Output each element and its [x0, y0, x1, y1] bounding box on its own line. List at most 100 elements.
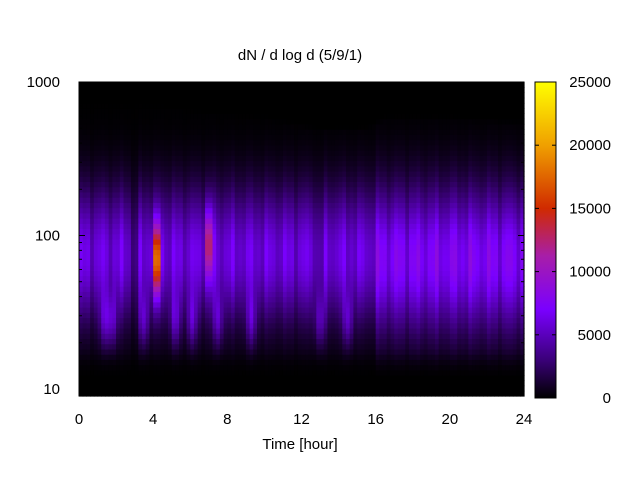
heatmap-cell — [193, 202, 199, 209]
heatmap-cell — [171, 369, 177, 376]
heatmap-cell — [82, 82, 88, 88]
heatmap-cell — [249, 369, 254, 376]
heatmap-cell — [153, 270, 158, 277]
heatmap-cell — [294, 239, 299, 245]
heatmap-cell — [323, 369, 329, 376]
heatmap-cell — [360, 139, 366, 146]
heatmap-cell — [164, 343, 169, 350]
heatmap-cell — [208, 139, 214, 146]
heatmap-cell — [320, 218, 325, 224]
heatmap-cell — [257, 301, 262, 308]
heatmap-cell — [364, 369, 369, 376]
heatmap-cell — [138, 270, 143, 277]
heatmap-cell — [101, 207, 106, 214]
heatmap-cell — [257, 207, 262, 214]
heatmap-cell — [119, 87, 125, 94]
heatmap-cell — [316, 239, 321, 245]
heatmap-cell — [112, 385, 117, 392]
heatmap-cell — [219, 296, 225, 303]
heatmap-cell — [160, 176, 165, 183]
heatmap-cell — [282, 113, 288, 120]
heatmap-cell — [297, 186, 303, 193]
heatmap-cell — [205, 108, 210, 114]
heatmap-cell — [342, 244, 347, 251]
heatmap-cell — [334, 259, 340, 266]
heatmap-cell — [342, 265, 347, 271]
heatmap-cell — [242, 129, 247, 135]
heatmap-cell — [90, 108, 95, 114]
heatmap-cell — [257, 212, 262, 219]
heatmap-cell — [249, 191, 254, 198]
heatmap-cell — [216, 207, 221, 214]
heatmap-cell — [108, 144, 113, 151]
heatmap-cell — [260, 354, 266, 360]
heatmap-cell — [238, 92, 243, 99]
heatmap-cell — [334, 286, 340, 292]
heatmap-cell — [201, 181, 206, 188]
heatmap-cell — [156, 191, 162, 198]
heatmap-cell — [368, 275, 373, 282]
heatmap-cell — [127, 244, 132, 251]
heatmap-cell — [245, 343, 251, 350]
heatmap-cell — [79, 354, 84, 360]
heatmap-cell — [219, 155, 225, 162]
heatmap-cell — [190, 359, 195, 366]
heatmap-cell — [138, 129, 143, 135]
heatmap-cell — [271, 113, 277, 120]
heatmap-cell — [149, 191, 154, 198]
heatmap-cell — [156, 218, 162, 224]
heatmap-cell — [86, 348, 91, 355]
heatmap-cell — [264, 301, 269, 308]
heatmap-cell — [286, 139, 291, 146]
heatmap-cell — [208, 212, 214, 219]
heatmap-cell — [305, 338, 310, 345]
heatmap-cell — [197, 348, 202, 355]
heatmap-cell — [245, 301, 251, 308]
heatmap-cell — [134, 97, 139, 104]
heatmap-cell — [264, 97, 269, 104]
heatmap-cell — [308, 150, 314, 156]
heatmap-cell — [197, 228, 202, 235]
heatmap-cell — [97, 280, 102, 287]
heatmap-cell — [156, 364, 162, 371]
heatmap-cell — [383, 354, 388, 360]
heatmap-cell — [171, 343, 177, 350]
heatmap-cell — [257, 197, 262, 203]
heatmap-cell — [301, 202, 306, 209]
heatmap-cell — [327, 165, 332, 172]
heatmap-cell — [238, 102, 243, 109]
heatmap-cell — [242, 322, 247, 329]
heatmap-cell — [205, 259, 210, 266]
heatmap-cell — [242, 102, 247, 109]
heatmap-cell — [383, 265, 388, 271]
heatmap-cell — [112, 307, 117, 313]
heatmap-cell — [134, 322, 139, 329]
heatmap-cell — [316, 390, 321, 397]
heatmap-cell — [223, 385, 228, 392]
heatmap-cell — [219, 254, 225, 261]
heatmap-cell — [360, 375, 366, 381]
heatmap-cell — [316, 113, 321, 120]
heatmap-cell — [364, 375, 369, 381]
heatmap-cell — [219, 364, 225, 371]
heatmap-cell — [123, 327, 128, 334]
heatmap-cell — [190, 239, 195, 245]
heatmap-cell — [357, 82, 362, 88]
heatmap-cell — [93, 176, 99, 183]
heatmap-cell — [97, 385, 102, 392]
heatmap-cell — [349, 364, 355, 371]
heatmap-cell — [364, 191, 369, 198]
heatmap-cell — [320, 113, 325, 120]
heatmap-cell — [271, 270, 277, 277]
heatmap-cell — [112, 202, 117, 209]
heatmap-cell — [216, 108, 221, 114]
heatmap-cell — [216, 170, 221, 177]
heatmap-cell — [119, 375, 125, 381]
heatmap-cell — [219, 233, 225, 240]
heatmap-cell — [86, 375, 91, 381]
heatmap-cell — [323, 87, 329, 94]
heatmap-cell — [182, 202, 188, 209]
heatmap-cell — [175, 144, 180, 151]
heatmap-cell — [112, 134, 117, 141]
heatmap-cell — [186, 223, 191, 230]
